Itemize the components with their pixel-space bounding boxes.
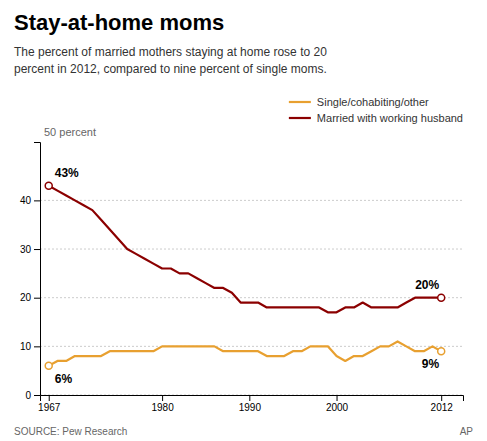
legend-item: Married with working husband xyxy=(289,112,463,124)
x-tick: 1980 xyxy=(151,395,174,413)
subtitle-line: The percent of married mothers staying a… xyxy=(14,45,327,59)
y-tick-mark xyxy=(34,249,40,250)
legend-label: Married with working husband xyxy=(317,112,463,124)
annotations: 43% 20% 6% 9% xyxy=(55,166,440,386)
legend-swatch xyxy=(289,117,311,119)
x-tick: 1967 xyxy=(38,395,61,413)
y-tick-label: 30 xyxy=(20,244,32,255)
end-point xyxy=(438,294,445,301)
annotation: 43% xyxy=(55,166,79,180)
x-tick-label: 2000 xyxy=(326,402,349,413)
annotation: 9% xyxy=(422,357,440,371)
y-tick-label: 40 xyxy=(20,195,32,206)
y-tick-label: 0 xyxy=(25,390,31,401)
x-axis-line xyxy=(41,396,464,402)
end-point xyxy=(45,182,52,189)
y-tick-mark xyxy=(34,395,40,396)
y-tick-mark xyxy=(34,200,40,201)
series-line xyxy=(49,186,441,313)
y-tick: 10 xyxy=(20,341,40,352)
annotation: 20% xyxy=(415,278,439,292)
y-tick-mark xyxy=(34,346,40,347)
grid xyxy=(40,200,463,395)
x-tick-mark xyxy=(49,395,50,401)
chart-svg: Stay-at-home moms The percent of married … xyxy=(0,0,487,441)
subtitle: The percent of married mothers staying a… xyxy=(14,45,327,76)
plot-area: 1967 1980 1990 2000 2012 0 10 20 30 40 50 percent 4… xyxy=(20,126,464,413)
legend-swatch xyxy=(289,101,311,103)
y-tick-label: 20 xyxy=(20,292,32,303)
subtitle-line: percent in 2012, compared to nine percen… xyxy=(14,62,327,76)
legend-label: Single/cohabiting/other xyxy=(317,96,429,108)
annotation: 6% xyxy=(55,372,73,386)
x-tick-mark xyxy=(162,395,163,401)
y-tick: 0 xyxy=(25,390,40,401)
x-tick: 1990 xyxy=(239,395,262,413)
grid-line xyxy=(40,200,463,201)
y-axis-line xyxy=(34,143,41,396)
x-axis: 1967 1980 1990 2000 2012 xyxy=(38,395,463,413)
y-axis: 0 10 20 30 40 xyxy=(20,143,41,401)
y-tick: 40 xyxy=(20,195,40,206)
x-tick-label: 1967 xyxy=(38,402,61,413)
y-axis-label: 50 percent xyxy=(44,126,96,138)
grid-line xyxy=(40,346,463,347)
x-tick: 2012 xyxy=(431,395,454,413)
y-tick-mark xyxy=(34,298,40,299)
x-tick-mark xyxy=(441,395,442,401)
source: SOURCE: Pew Research xyxy=(14,426,127,437)
y-tick: 20 xyxy=(20,292,40,303)
x-tick: 2000 xyxy=(326,395,349,413)
grid-line xyxy=(40,297,463,298)
title: Stay-at-home moms xyxy=(14,10,224,35)
x-tick-label: 1980 xyxy=(151,402,174,413)
legend: Single/cohabiting/other Married with work… xyxy=(289,96,463,124)
data-marks xyxy=(45,182,444,369)
x-tick-label: 1990 xyxy=(239,402,262,413)
x-tick-label: 2012 xyxy=(431,402,454,413)
y-tick: 30 xyxy=(20,244,40,255)
grid-line xyxy=(40,249,463,250)
credit: AP xyxy=(460,426,474,437)
legend-item: Single/cohabiting/other xyxy=(289,96,429,108)
end-point xyxy=(45,362,52,369)
y-tick-label: 10 xyxy=(20,341,32,352)
x-tick-mark xyxy=(249,395,250,401)
end-point xyxy=(438,348,445,355)
series-line xyxy=(49,341,441,365)
x-tick-mark xyxy=(337,395,338,401)
